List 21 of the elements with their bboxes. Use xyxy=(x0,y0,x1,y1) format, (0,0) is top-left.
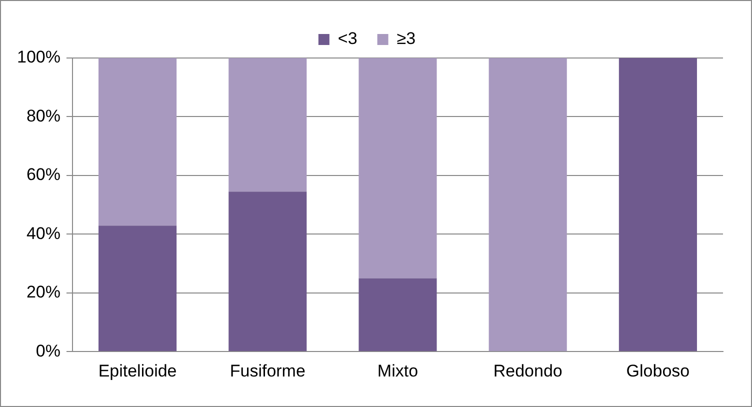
bar xyxy=(358,278,437,352)
bar xyxy=(618,58,697,352)
x-tick-label: Redondo xyxy=(493,361,562,380)
legend-label: ≥3 xyxy=(396,29,416,48)
x-tick-label: Globoso xyxy=(626,361,690,380)
y-tick-label: 20% xyxy=(26,282,60,302)
y-tick-label: 80% xyxy=(26,106,60,126)
bar xyxy=(488,58,567,352)
legend-label: <3 xyxy=(338,29,358,48)
y-tick-label: 0% xyxy=(36,341,60,360)
y-tick-label: 60% xyxy=(26,165,60,184)
bar xyxy=(98,226,177,352)
bar xyxy=(358,58,437,278)
bar xyxy=(228,58,307,192)
bar xyxy=(228,192,307,352)
bar xyxy=(98,58,177,226)
y-tick-label: 100% xyxy=(16,48,60,67)
x-tick-label: Epitelioide xyxy=(98,361,177,380)
x-tick-label: Fusiforme xyxy=(230,361,306,380)
y-tick-label: 40% xyxy=(26,224,60,243)
x-tick-label: Mixto xyxy=(377,361,418,380)
